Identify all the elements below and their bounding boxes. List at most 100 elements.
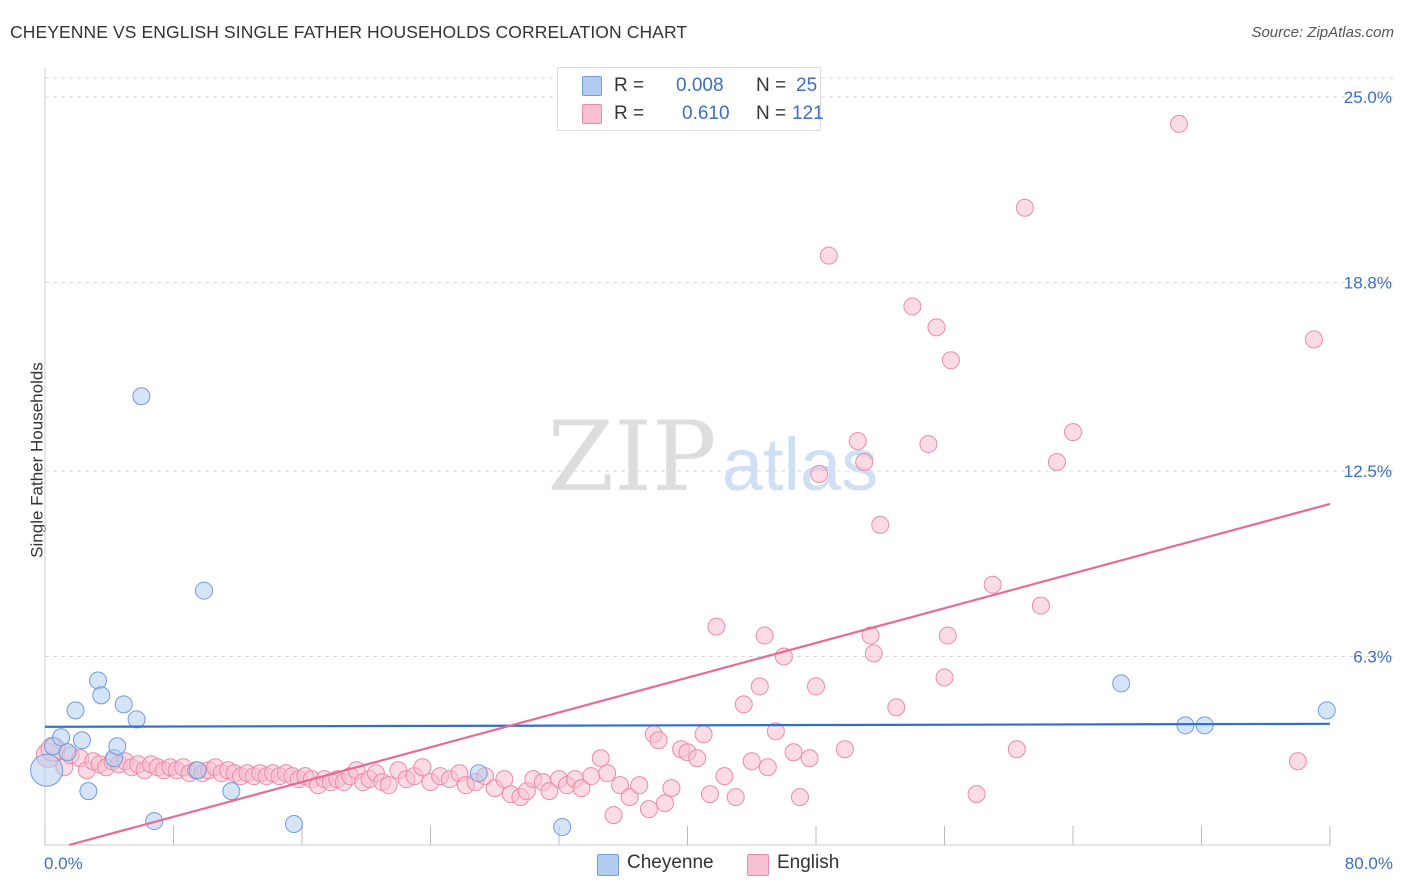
cheyenne-point	[1176, 716, 1195, 735]
english-point	[694, 725, 713, 744]
english-point	[927, 318, 946, 337]
legend-r-label: R =	[614, 75, 645, 96]
english-point	[379, 776, 398, 795]
english-point	[967, 785, 986, 804]
cheyenne-point	[66, 701, 85, 720]
english-point	[800, 749, 819, 768]
english-point	[766, 722, 785, 741]
chart-title: CHEYENNE VS ENGLISH SINGLE FATHER HOUSEH…	[10, 22, 688, 42]
english-point	[598, 764, 617, 783]
english-point	[639, 800, 658, 819]
english-point	[582, 767, 601, 786]
english-point	[688, 749, 707, 768]
cheyenne-point	[114, 695, 133, 714]
english-point	[611, 776, 630, 795]
english-point	[835, 740, 854, 759]
legend-swatch-cheyenne	[582, 76, 602, 96]
legend-r-value: 0.610	[682, 103, 730, 124]
english-point	[810, 464, 829, 483]
english-point	[941, 351, 960, 370]
english-point	[1288, 752, 1307, 771]
english-point	[1031, 596, 1050, 615]
cheyenne-point	[52, 728, 71, 747]
english-point	[1015, 198, 1034, 217]
english-point	[871, 515, 890, 534]
english-point	[413, 758, 432, 777]
english-point	[755, 626, 774, 645]
cheyenne-trend-line	[44, 722, 1331, 728]
english-point	[742, 752, 761, 771]
english-point	[726, 788, 745, 807]
english-point	[1007, 740, 1026, 759]
english-point	[848, 432, 867, 451]
cheyenne-point	[222, 782, 241, 801]
legend-n-label: N =	[756, 103, 787, 124]
trend-layer	[44, 502, 1331, 847]
english-trend-line	[68, 502, 1331, 847]
english-point	[656, 794, 675, 813]
english-point	[604, 806, 623, 825]
bottom-legend-swatch-cheyenne	[597, 854, 619, 876]
english-point	[819, 246, 838, 265]
english-point	[662, 779, 681, 798]
english-point	[750, 677, 769, 696]
english-point	[630, 776, 649, 795]
bottom-legend-swatch-english	[747, 854, 769, 876]
cheyenne-point	[132, 387, 151, 406]
english-point	[1304, 330, 1323, 349]
english-point	[807, 677, 825, 696]
legend-n-value: 121	[792, 103, 824, 124]
legend-r-value: 0.008	[676, 75, 724, 96]
cheyenne-point	[30, 753, 64, 787]
english-point	[495, 770, 514, 789]
cheyenne-point	[79, 782, 98, 801]
english-point	[734, 695, 753, 714]
english-point	[591, 749, 610, 768]
english-point	[715, 767, 734, 786]
english-point	[864, 644, 883, 663]
cheyenne-point	[92, 686, 111, 705]
x-tick-label: 0.0%	[44, 854, 83, 873]
english-point	[758, 758, 777, 777]
english-point	[1064, 423, 1082, 442]
cheyenne-point	[188, 761, 207, 780]
legend-n-label: N =	[756, 75, 787, 96]
cheyenne-point	[72, 731, 91, 750]
english-point	[540, 782, 559, 801]
english-point	[919, 435, 938, 454]
english-point	[1170, 114, 1189, 133]
english-point	[935, 668, 954, 687]
english-point	[620, 788, 639, 807]
watermark-zip: ZIP	[547, 401, 716, 513]
cheyenne-point	[1112, 674, 1131, 693]
tick-layer: 6.3% 12.5% 18.8% 25.0% 0.0% 80.0%	[44, 88, 1393, 873]
english-point	[887, 698, 906, 717]
cheyenne-point	[1195, 716, 1214, 735]
bottom-legend-label-english: English	[777, 852, 840, 873]
english-point	[983, 575, 1002, 594]
cheyenne-point	[127, 710, 146, 729]
english-point	[790, 788, 809, 807]
english-point	[572, 779, 591, 798]
english-point	[938, 626, 957, 645]
legend: R = 0.008 N = 25 R = 0.610 N = 121	[557, 67, 824, 131]
x-tick-label: 80.0%	[1345, 854, 1393, 873]
legend-r-label: R =	[614, 103, 645, 124]
y-tick-label: 12.5%	[1344, 462, 1392, 481]
y-tick-label: 6.3%	[1353, 648, 1392, 667]
cheyenne-point	[469, 764, 488, 783]
english-point	[855, 453, 874, 472]
english-point	[784, 743, 803, 762]
cheyenne-point	[1317, 701, 1336, 720]
cheyenne-point	[108, 737, 127, 756]
y-tick-label: 25.0%	[1344, 88, 1392, 107]
cheyenne-point	[89, 671, 108, 690]
english-point	[903, 297, 922, 316]
source-credit: Source: ZipAtlas.com	[1251, 24, 1394, 41]
legend-swatch-english	[582, 104, 602, 124]
bottom-legend-label-cheyenne: Cheyenne	[627, 852, 714, 873]
cheyenne-point	[58, 743, 77, 762]
legend-n-value: 25	[796, 75, 818, 96]
english-point	[1047, 453, 1066, 472]
